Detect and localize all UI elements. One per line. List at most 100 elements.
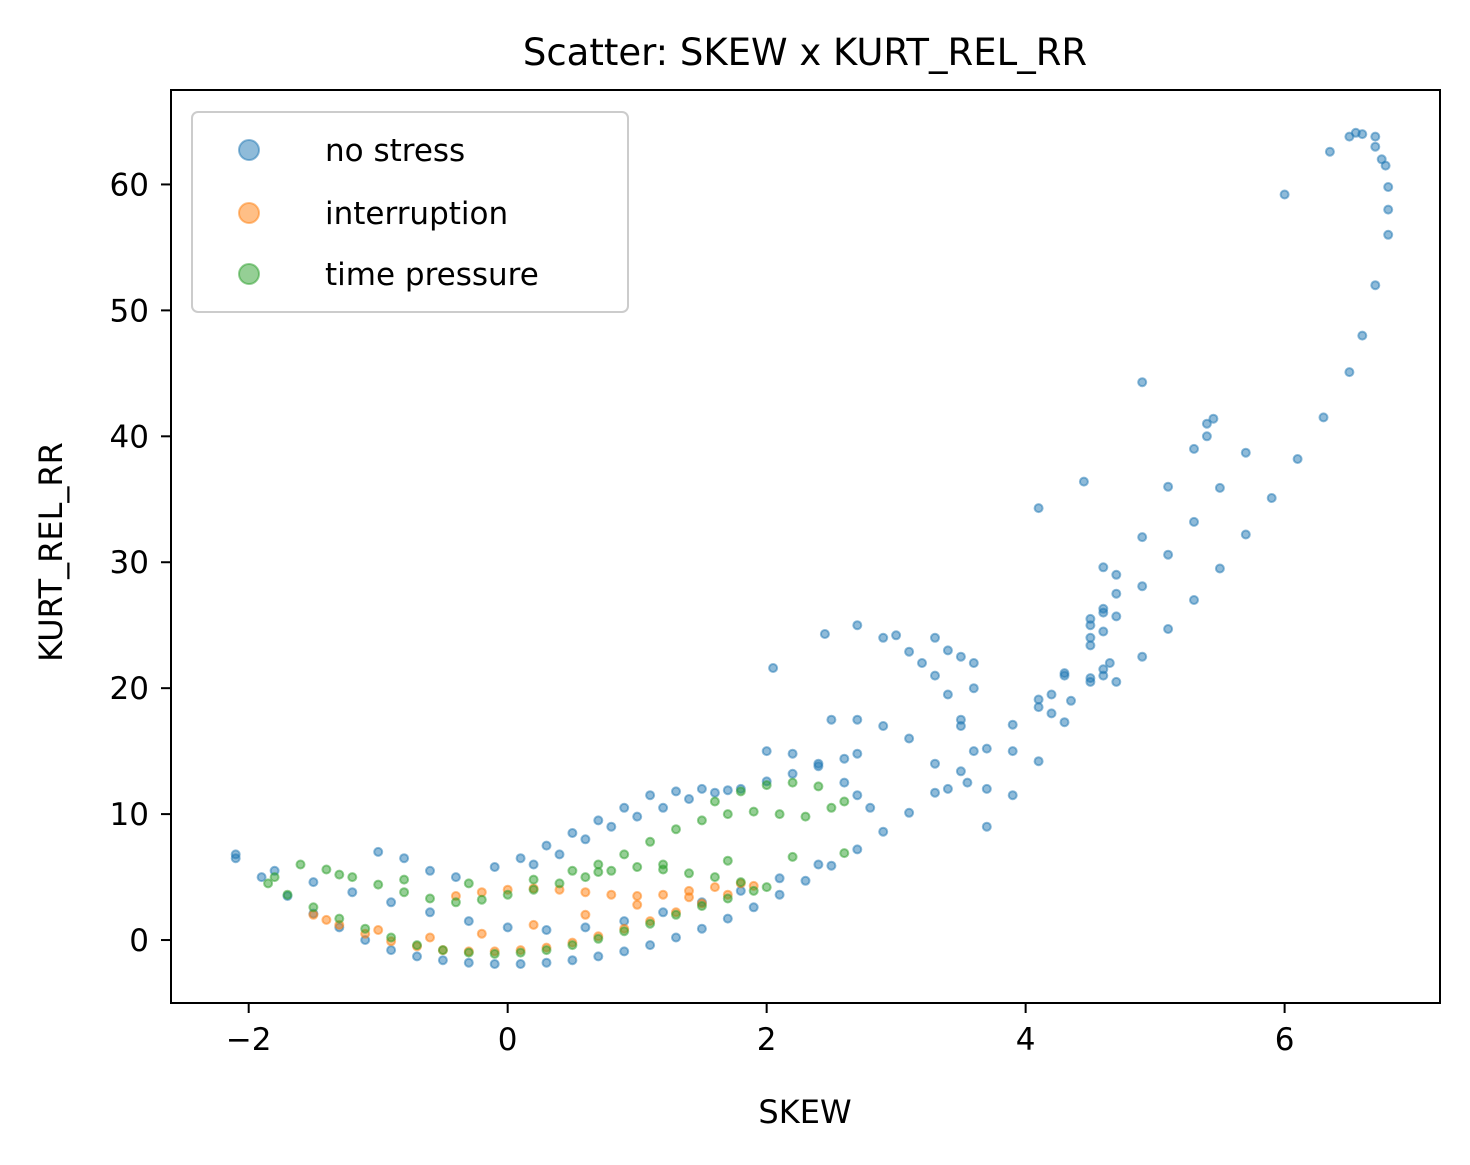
data-point: [269, 872, 280, 883]
data-point: [1098, 562, 1109, 573]
data-point: [450, 897, 461, 908]
data-point: [1033, 702, 1044, 713]
data-point: [645, 918, 656, 929]
y-tick-label: 50: [110, 293, 149, 329]
data-point: [1370, 131, 1381, 142]
data-point: [671, 909, 681, 920]
data-point: [347, 887, 358, 898]
data-point: [1137, 532, 1148, 543]
data-point: [904, 733, 915, 744]
data-point: [412, 951, 422, 962]
data-point: [1357, 330, 1368, 341]
data-point: [567, 865, 578, 876]
data-point: [256, 872, 267, 883]
data-point: [787, 851, 798, 862]
y-tick-label: 20: [110, 671, 149, 707]
data-point: [1189, 595, 1199, 605]
data-point: [412, 940, 422, 951]
data-point: [593, 951, 604, 962]
data-point: [541, 945, 552, 956]
data-point: [619, 802, 630, 813]
data-point: [658, 802, 669, 813]
data-point: [722, 893, 733, 904]
legend-marker-no-stress: [238, 139, 260, 161]
data-point: [930, 758, 940, 769]
data-point: [1085, 632, 1096, 643]
chart-title: Scatter: SKEW x KURT_REL_RR: [523, 31, 1087, 74]
data-point: [645, 790, 656, 801]
data-point: [425, 907, 435, 918]
data-point: [282, 889, 293, 900]
data-point: [981, 743, 992, 754]
data-point: [554, 878, 565, 889]
y-tick-label: 40: [110, 419, 149, 455]
data-point: [1201, 431, 1212, 442]
data-point: [787, 777, 798, 788]
y-axis-label: KURT_REL_RR: [32, 442, 70, 662]
data-point: [632, 862, 643, 872]
data-point: [334, 913, 345, 924]
legend-label-no-stress: no stress: [325, 133, 465, 169]
data-point: [645, 836, 656, 847]
data-point: [1350, 127, 1361, 138]
data-point: [515, 853, 526, 864]
x-tick-label: 0: [498, 1022, 518, 1058]
data-point: [774, 809, 785, 820]
y-tick-label: 0: [129, 923, 149, 959]
data-point: [761, 746, 772, 757]
data-point: [1383, 182, 1394, 192]
y-tick-label: 10: [110, 797, 149, 833]
data-point: [580, 909, 591, 920]
data-point: [541, 925, 552, 935]
data-point: [1007, 746, 1018, 757]
data-point: [1189, 516, 1199, 527]
data-point: [386, 932, 397, 943]
data-point: [1163, 549, 1174, 560]
data-point: [942, 783, 953, 794]
data-point: [878, 632, 889, 643]
data-point: [321, 914, 332, 925]
data-point: [684, 794, 694, 804]
data-point: [968, 683, 979, 694]
data-point: [1266, 493, 1277, 503]
x-axis-label: SKEW: [758, 1093, 851, 1131]
data-point: [826, 714, 837, 725]
data-point: [1324, 146, 1335, 157]
data-point: [852, 844, 863, 855]
x-tick-label: 6: [1275, 1022, 1295, 1058]
data-point: [671, 786, 681, 797]
data-point: [761, 780, 772, 791]
data-point: [839, 796, 850, 807]
data-point: [386, 945, 397, 956]
data-point: [930, 787, 940, 798]
data-point: [1085, 620, 1096, 631]
data-point: [1111, 676, 1122, 687]
data-point: [567, 955, 578, 966]
data-point: [930, 632, 940, 643]
data-point: [1370, 141, 1381, 152]
data-point: [968, 746, 979, 757]
x-tick-label: −2: [226, 1022, 272, 1058]
data-point: [373, 925, 384, 935]
data-point: [904, 646, 915, 657]
legend-label-interruption: interruption: [325, 196, 508, 232]
data-point: [580, 922, 591, 933]
data-point: [839, 777, 850, 788]
data-point: [502, 889, 513, 900]
data-point: [1163, 481, 1174, 492]
data-point: [373, 879, 384, 890]
data-point: [1111, 588, 1122, 599]
data-point: [1066, 695, 1076, 706]
legend-box: [191, 111, 629, 313]
data-point: [658, 859, 669, 870]
data-point: [684, 868, 694, 879]
data-point: [476, 928, 487, 939]
data-point: [463, 957, 474, 968]
data-point: [955, 766, 966, 777]
data-point: [399, 874, 410, 885]
data-point: [852, 790, 863, 801]
data-point: [696, 901, 707, 911]
data-point: [671, 824, 681, 835]
data-point: [735, 877, 746, 888]
